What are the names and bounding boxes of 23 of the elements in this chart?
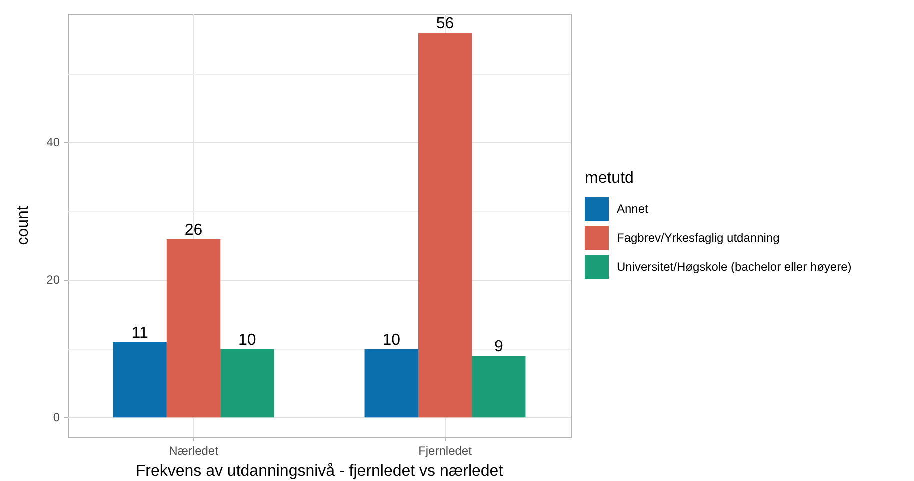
- data-label: 11: [132, 324, 149, 342]
- bar: [166, 239, 221, 418]
- legend-label: Annet: [617, 202, 648, 216]
- y-tick-label: 0: [53, 410, 60, 424]
- data-label: 10: [238, 332, 256, 349]
- y-axis-title: count: [15, 206, 32, 246]
- legend-label: Universitet/Høgskole (bachelor eller høyere): [617, 260, 852, 274]
- y-tick-label: 40: [46, 136, 60, 150]
- bar: [220, 349, 274, 418]
- bar: [472, 356, 526, 418]
- legend-label: Fagbrev/Yrkesfaglig utdanning: [617, 230, 780, 244]
- data-label: 26: [184, 222, 203, 239]
- data-label: 56: [436, 16, 454, 33]
- bar: [113, 342, 167, 418]
- data-label: 9: [494, 338, 504, 356]
- data-label: 10: [382, 332, 401, 349]
- x-tick-label: Fjernledet: [418, 444, 473, 458]
- x-axis-title: Frekvens av utdanningsnivå - fjernledet vs nærledet: [136, 462, 504, 480]
- y-tick-label: 20: [46, 273, 60, 287]
- x-tick-label: Nærledet: [169, 444, 220, 458]
- bar: [418, 33, 472, 418]
- bar: [364, 349, 418, 418]
- legend-title: metutd: [585, 170, 635, 188]
